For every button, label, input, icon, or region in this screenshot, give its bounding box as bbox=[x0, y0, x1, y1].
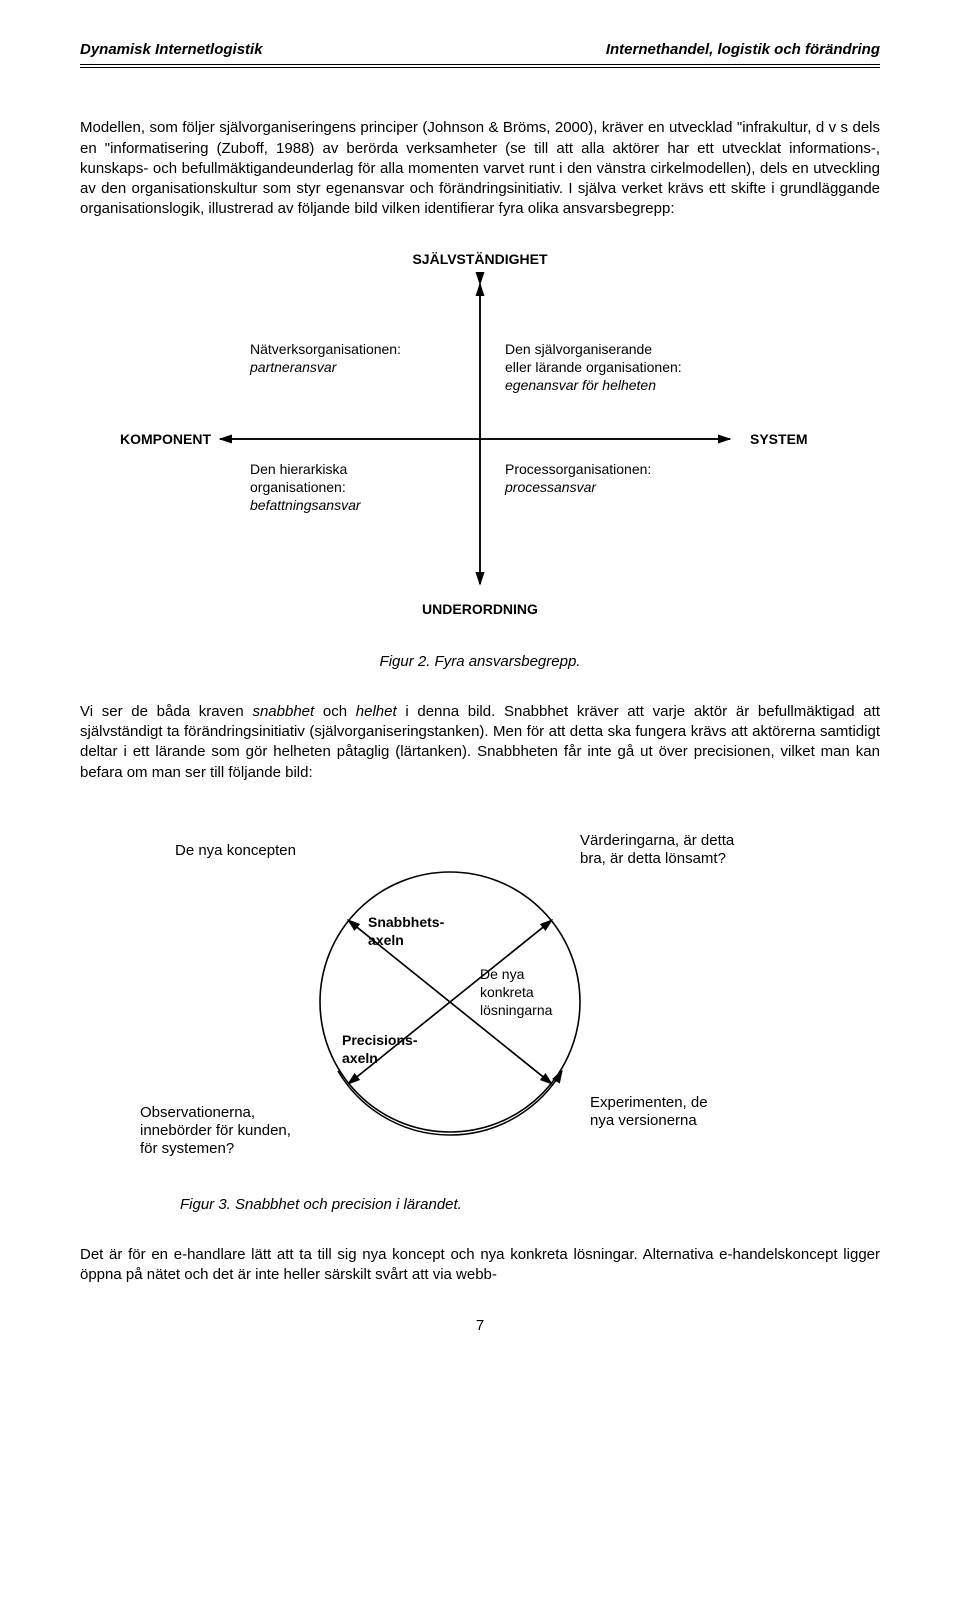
figure-2-caption: Figur 2. Fyra ansvarsbegrepp. bbox=[80, 652, 880, 672]
fig3-bot-right-l1: Experimenten, de bbox=[590, 1094, 708, 1111]
page-header: Dynamisk Internetlogistik Internethandel… bbox=[80, 40, 880, 60]
fig2-q4-l2: processansvar bbox=[504, 479, 597, 495]
figure-3: De nya koncepten Värderingarna, är detta… bbox=[80, 807, 880, 1215]
fig3-bot-left-l1: Observationerna, bbox=[140, 1104, 255, 1121]
fig3-bot-right-l2: nya versionerna bbox=[590, 1112, 697, 1129]
header-rule-1 bbox=[80, 64, 880, 65]
fig2-q4-l1: Processorganisationen: bbox=[505, 461, 651, 477]
fig2-left-axis: KOMPONENT bbox=[120, 431, 211, 447]
figure-3-svg: De nya koncepten Värderingarna, är detta… bbox=[110, 807, 850, 1187]
fig3-axis1-l1: Snabbhets- bbox=[368, 914, 445, 930]
figure-2-svg: SJÄLVSTÄNDIGHET KOMPONENT SYSTEM UNDEROR… bbox=[110, 244, 850, 644]
fig2-q1-l2: partneransvar bbox=[249, 359, 338, 375]
paragraph-1: Modellen, som följer självorganiseringen… bbox=[80, 118, 880, 219]
fig3-top-right-l2: bra, är detta lönsamt? bbox=[580, 850, 726, 867]
paragraph-2: Vi ser de båda kraven snabbhet och helhe… bbox=[80, 702, 880, 783]
fig3-right-mid-l2: konkreta bbox=[480, 984, 534, 1000]
fig2-q2-l2: eller lärande organisationen: bbox=[505, 359, 682, 375]
fig2-q2-l3: egenansvar för helheten bbox=[505, 377, 656, 393]
fig2-right-axis: SYSTEM bbox=[750, 431, 808, 447]
fig2-bottom-axis: UNDERORDNING bbox=[422, 601, 538, 617]
fig3-bot-left-l2: innebörder för kunden, bbox=[140, 1122, 291, 1139]
fig3-right-mid-l3: lösningarna bbox=[480, 1002, 553, 1018]
fig3-axis2-l1: Precisions- bbox=[342, 1032, 418, 1048]
page-number: 7 bbox=[80, 1316, 880, 1336]
fig3-bot-left-l3: för systemen? bbox=[140, 1140, 234, 1157]
para2-i1: snabbhet bbox=[252, 703, 314, 720]
fig3-axis2-l2: axeln bbox=[342, 1050, 378, 1066]
fig2-top-axis: SJÄLVSTÄNDIGHET bbox=[412, 251, 548, 267]
paragraph-3: Det är för en e-handlare lätt att ta til… bbox=[80, 1245, 880, 1286]
para2-mid1: och bbox=[314, 703, 356, 720]
fig2-q3-l2: organisationen: bbox=[250, 479, 346, 495]
fig3-right-mid-l1: De nya bbox=[480, 966, 525, 982]
figure-3-caption: Figur 3. Snabbhet och precision i lärand… bbox=[180, 1195, 880, 1215]
header-right: Internethandel, logistik och förändring bbox=[606, 40, 880, 60]
figure-2: SJÄLVSTÄNDIGHET KOMPONENT SYSTEM UNDEROR… bbox=[80, 244, 880, 672]
fig2-q3-l1: Den hierarkiska bbox=[250, 461, 347, 477]
fig2-q2-l1: Den självorganiserande bbox=[505, 341, 652, 357]
para2-pre: Vi ser de båda kraven bbox=[80, 703, 252, 720]
fig3-top-right-l1: Värderingarna, är detta bbox=[580, 832, 735, 849]
fig3-top-left: De nya koncepten bbox=[175, 842, 296, 859]
fig3-axis1-l2: axeln bbox=[368, 932, 404, 948]
para2-i2: helhet bbox=[356, 703, 397, 720]
fig2-q3-l3: befattningsansvar bbox=[250, 497, 362, 513]
header-left: Dynamisk Internetlogistik bbox=[80, 40, 263, 60]
header-rule-2 bbox=[80, 67, 880, 68]
fig2-q1-l1: Nätverksorganisationen: bbox=[250, 341, 401, 357]
